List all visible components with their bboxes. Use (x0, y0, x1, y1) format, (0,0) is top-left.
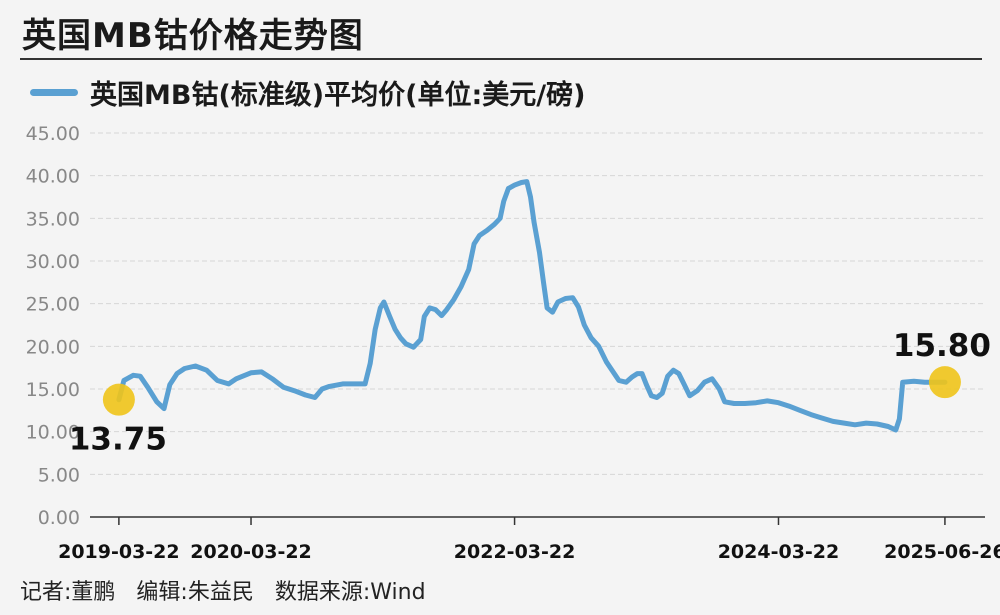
annotation-label: 15.80 (893, 328, 991, 364)
y-tick-label: 40.00 (26, 166, 80, 188)
chart-legend: 英国MB钴(标准级)平均价(单位:美元/磅) (30, 72, 585, 112)
y-tick-label: 30.00 (26, 251, 80, 273)
y-tick-label: 25.00 (26, 294, 80, 316)
y-tick-label: 20.00 (26, 336, 80, 358)
reporter-credit: 记者:董鹏 (20, 580, 116, 605)
y-tick-label: 15.00 (26, 379, 80, 401)
title-divider (20, 58, 982, 60)
legend-swatch (30, 88, 78, 96)
chart-footer: 记者:董鹏 编辑:朱益民 数据来源:Wind (20, 574, 440, 606)
annotation-label: 13.75 (69, 422, 167, 458)
y-tick-label: 45.00 (26, 123, 80, 145)
annotation-marker (928, 366, 961, 399)
x-tick-label: 2022-03-22 (454, 541, 576, 563)
y-tick-label: 10.00 (26, 422, 80, 444)
x-tick-label: 2025-06-26 (884, 541, 1000, 563)
x-tick-label: 2019-03-22 (58, 541, 180, 563)
page-title: 英国MB钴价格走势图 (22, 16, 364, 56)
legend-label: 英国MB钴(标准级)平均价(单位:美元/磅) (90, 79, 586, 111)
annotation-marker (102, 383, 135, 416)
editor-credit: 编辑:朱益民 (136, 580, 254, 605)
data-source: 数据来源:Wind (274, 580, 426, 605)
y-tick-label: 5.00 (38, 464, 80, 486)
x-tick-label: 2024-03-22 (718, 541, 840, 563)
series-line (116, 179, 948, 433)
y-tick-label: 0.00 (38, 507, 80, 529)
x-tick-label: 2020-03-22 (190, 541, 312, 563)
y-tick-label: 35.00 (26, 208, 80, 230)
